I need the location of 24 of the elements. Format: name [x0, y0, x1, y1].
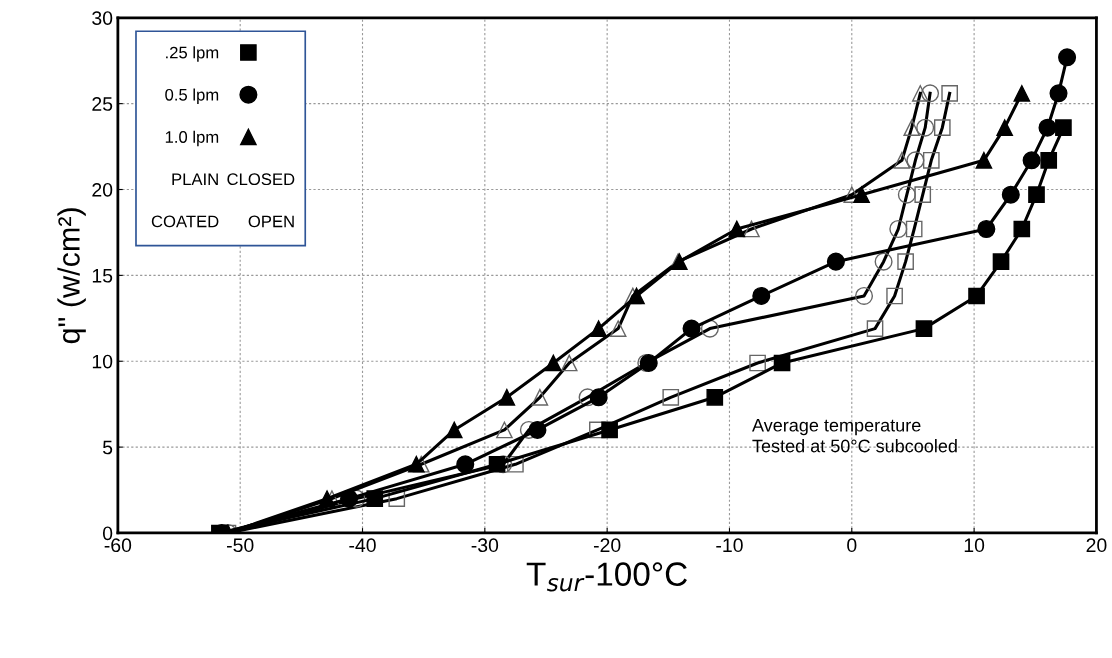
y-tick-label: 15: [92, 269, 113, 283]
annotation: CLOSED: [227, 173, 295, 186]
legend-label: .25 lpm: [166, 46, 219, 62]
x-tick-label: -20: [593, 538, 621, 553]
y-tick-label: 5: [102, 440, 113, 455]
x-tick-label: 10: [964, 538, 985, 553]
x-tick-label: -50: [227, 538, 254, 553]
annotation: Average temperature Tested at 50°C subcooled: [752, 419, 957, 453]
y-axis-title: q" (w/cm²): [57, 208, 86, 344]
x-tick-label: 0: [847, 538, 857, 553]
y-tick-label: 20: [92, 182, 113, 197]
x-tick-label: 20: [1086, 538, 1107, 553]
legend-label: 1.0 lpm: [165, 130, 219, 147]
x-tick-label: -10: [716, 538, 743, 553]
y-tick-label: 25: [92, 97, 113, 111]
annotation: PLAIN: [172, 173, 218, 185]
annotation: COATED: [151, 215, 219, 228]
y-tick-label: 10: [92, 354, 113, 369]
x-axis-title: T$_{sur}$-100°C: [526, 562, 687, 592]
legend-label: 0.5 lpm: [165, 88, 219, 104]
annotation: OPEN: [248, 215, 294, 228]
x-tick-label: -30: [471, 538, 499, 553]
y-tick-label: 30: [92, 11, 113, 25]
x-tick-label: -40: [349, 538, 376, 553]
